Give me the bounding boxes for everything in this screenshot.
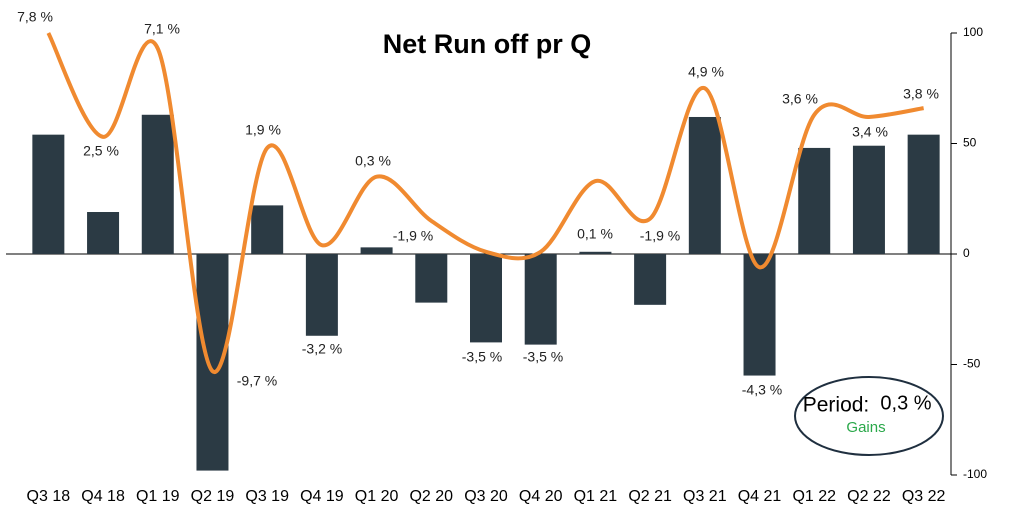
bar (852, 145, 885, 254)
data-label: 7,8 % (17, 9, 53, 25)
bar (524, 254, 557, 345)
data-label: -3,2 % (302, 341, 342, 357)
bar (196, 254, 229, 471)
data-label: 7,1 % (144, 21, 180, 37)
x-tick-label: Q4 19 (300, 488, 344, 505)
y-tick-label: -50 (963, 357, 981, 371)
x-tick-label: Q1 19 (136, 488, 180, 505)
bar (360, 247, 393, 254)
bar (251, 205, 284, 254)
x-tick-label: Q3 19 (245, 488, 289, 505)
x-tick-label: Q2 19 (191, 488, 235, 505)
data-label: -3,5 % (462, 349, 502, 365)
y-tick-label: 100 (963, 25, 983, 39)
period-note: Gains (846, 419, 885, 436)
bar (415, 254, 448, 303)
y-tick-label: 0 (963, 246, 970, 260)
x-tick-label: Q4 21 (738, 488, 782, 505)
x-tick-label: Q3 18 (27, 488, 71, 505)
y-tick-label: -100 (963, 467, 987, 481)
period-value: 0,3 % (880, 392, 931, 414)
x-tick-label: Q1 22 (792, 488, 836, 505)
x-tick-label: Q2 21 (628, 488, 672, 505)
x-tick-label: Q1 20 (355, 488, 399, 505)
bar (305, 254, 338, 336)
x-tick-label: Q3 21 (683, 488, 727, 505)
bar (743, 254, 776, 376)
data-label: -1,9 % (393, 228, 433, 244)
x-tick-label: Q4 20 (519, 488, 563, 505)
x-tick-label: Q4 18 (81, 488, 125, 505)
line (46, 32, 924, 374)
bar (32, 134, 65, 254)
chart-title: Net Run off pr Q (383, 29, 591, 59)
data-label: 2,5 % (83, 143, 119, 159)
data-label: -4,3 % (742, 382, 782, 398)
y-tick-label: 50 (963, 136, 977, 150)
bar (470, 254, 502, 343)
x-tick-label: Q2 20 (409, 488, 453, 505)
bar (688, 116, 721, 254)
bar (907, 134, 940, 254)
data-label: -9,7 % (237, 373, 277, 389)
bar (579, 251, 612, 254)
bar (634, 254, 667, 305)
data-label: 4,9 % (688, 64, 724, 80)
bar (141, 114, 174, 255)
period-box (794, 376, 944, 456)
bar (798, 147, 831, 254)
bar (87, 212, 120, 254)
period-label: Period: (803, 394, 870, 417)
data-label: 3,4 % (852, 124, 888, 140)
x-tick-label: Q3 22 (902, 488, 946, 505)
data-label: 3,6 % (782, 91, 818, 107)
data-label: 3,8 % (903, 86, 939, 102)
data-label: 0,3 % (355, 153, 391, 169)
data-label: -3,5 % (523, 349, 563, 365)
data-label: -1,9 % (640, 228, 680, 244)
x-tick-label: Q3 20 (464, 488, 508, 505)
data-label: 0,1 % (577, 226, 613, 242)
x-tick-label: Q1 21 (574, 488, 618, 505)
x-tick-label: Q2 22 (847, 488, 891, 505)
data-label: 1,9 % (245, 122, 281, 138)
